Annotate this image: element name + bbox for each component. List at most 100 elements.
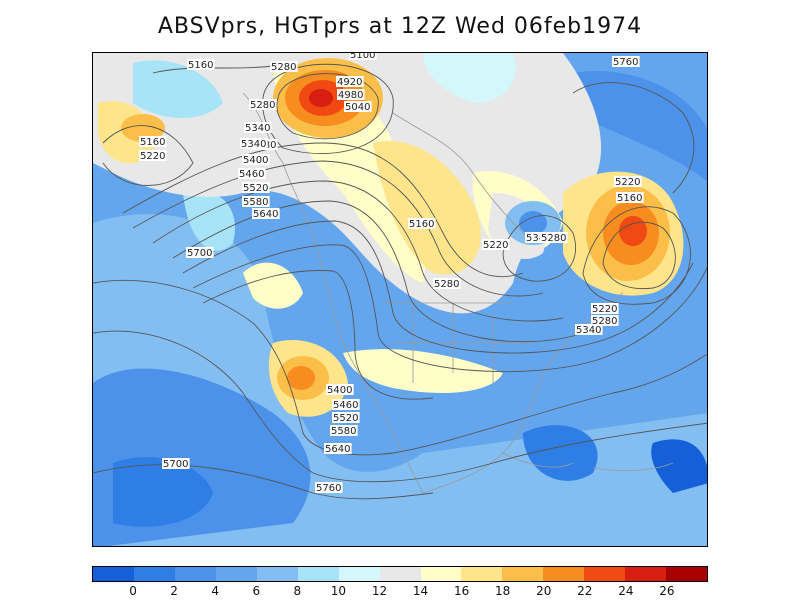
contour-line xyxy=(276,73,379,140)
svg-text:5520: 5520 xyxy=(333,413,358,424)
fill-zone xyxy=(373,141,481,275)
contour-label: 5160 xyxy=(139,136,167,148)
svg-text:5280: 5280 xyxy=(592,316,617,327)
svg-text:5160: 5160 xyxy=(409,219,434,230)
contour-label: 5280 xyxy=(433,278,461,290)
colorbar-tick-label: 10 xyxy=(330,584,347,598)
colorbar-swatch xyxy=(338,567,380,581)
svg-text:4980: 4980 xyxy=(338,90,363,101)
svg-text:5160: 5160 xyxy=(140,137,165,148)
fill-zone xyxy=(519,211,547,235)
svg-text:5460: 5460 xyxy=(333,400,358,411)
colorbar-swatch xyxy=(666,567,708,581)
contour-line xyxy=(93,464,434,500)
contour-line xyxy=(102,125,194,186)
colorbar-swatch xyxy=(174,567,216,581)
contour-label: 5580 xyxy=(242,196,270,208)
contour-label: 5520 xyxy=(242,182,270,194)
svg-text:5460: 5460 xyxy=(239,169,264,180)
contour-label: 5160 xyxy=(616,192,644,204)
coastline xyxy=(502,452,674,472)
svg-text:5340: 5340 xyxy=(241,139,266,150)
colorbar-tick-label: 26 xyxy=(659,584,675,598)
svg-text:5760: 5760 xyxy=(613,57,638,68)
svg-text:5400: 5400 xyxy=(243,155,268,166)
contour-label: 5640 xyxy=(324,443,352,455)
contour-line xyxy=(93,330,707,483)
contour-label-layer: 5160528051005280492049805040534052805340… xyxy=(139,53,644,494)
colorbar-tick-label: 24 xyxy=(618,584,634,598)
contour-line xyxy=(192,244,707,373)
contour-label: 5340 xyxy=(240,138,268,150)
contour-label: 5640 xyxy=(252,208,280,220)
svg-text:5220: 5220 xyxy=(592,304,617,315)
svg-text:5280: 5280 xyxy=(541,233,566,244)
svg-text:5220: 5220 xyxy=(140,151,165,162)
contour-label: 5520 xyxy=(332,412,360,424)
colorbar-swatch xyxy=(215,567,257,581)
contour-label: 5700 xyxy=(186,247,214,259)
svg-text:4920: 4920 xyxy=(337,77,362,88)
fill-zone xyxy=(423,53,516,103)
svg-text:5580: 5580 xyxy=(331,426,356,437)
fill-zone xyxy=(573,71,707,182)
fill-zone xyxy=(287,366,315,390)
contour-label: 5100 xyxy=(349,53,377,61)
contour-label: 4920 xyxy=(336,76,364,88)
svg-text:5220: 5220 xyxy=(483,240,508,251)
contour-line xyxy=(132,160,544,297)
contour-label: 5400 xyxy=(326,384,354,396)
fill-zone xyxy=(243,262,303,309)
contour-line xyxy=(572,82,695,194)
colorbar xyxy=(92,566,708,582)
contour-line xyxy=(152,180,564,322)
contour-label: 5400 xyxy=(242,154,270,166)
map-canvas: 5160528051005280492049805040534052805340… xyxy=(93,53,707,546)
svg-text:5340: 5340 xyxy=(245,123,270,134)
colorbar-swatch xyxy=(420,567,462,581)
map-plot-area: 5160528051005280492049805040534052805340… xyxy=(92,52,708,547)
fill-zone xyxy=(183,190,235,251)
contour-line xyxy=(582,206,691,305)
contour-label: 5700 xyxy=(162,458,190,470)
svg-text:5700: 5700 xyxy=(163,459,188,470)
colorbar-tick-label: 16 xyxy=(453,584,470,598)
contour-line xyxy=(262,63,394,154)
contour-label: 5280 xyxy=(270,61,298,73)
contour-label: 5220 xyxy=(614,176,642,188)
contour-label: 5580 xyxy=(330,425,358,437)
svg-text:5640: 5640 xyxy=(325,444,350,455)
contour-label: 5220 xyxy=(482,239,510,251)
colorbar-swatch xyxy=(93,567,134,581)
svg-text:5340: 5340 xyxy=(576,325,601,336)
svg-text:5520: 5520 xyxy=(243,183,268,194)
svg-text:5040: 5040 xyxy=(345,102,370,113)
colorbar-tick-label: 8 xyxy=(293,584,302,598)
svg-text:5100: 5100 xyxy=(350,53,375,61)
svg-text:5160: 5160 xyxy=(188,60,213,71)
fill-zone xyxy=(343,349,503,393)
colorbar-ticks: 0 2 4 6 8 10 12 14 16 18 20 22 24 26 xyxy=(92,584,708,598)
coastline xyxy=(242,92,424,494)
contour-label: 5160 xyxy=(408,218,436,230)
fill-zone xyxy=(523,425,598,481)
fill-zone xyxy=(121,114,165,142)
contour-label: 5220 xyxy=(591,303,619,315)
contour-label: 5340 xyxy=(244,122,272,134)
colorbar-swatch xyxy=(502,567,544,581)
contour-label: 5280 xyxy=(540,232,568,244)
colorbar-tick-label: 6 xyxy=(252,584,261,598)
coastline xyxy=(392,112,534,244)
colorbar-tick-label: 20 xyxy=(536,584,552,598)
contour-label: 5220 xyxy=(139,150,167,162)
colorbar-tick-label: 0 xyxy=(129,584,137,598)
colorbar-tick-label: 18 xyxy=(495,584,511,598)
contour-line xyxy=(502,215,577,282)
contour-label: 5460 xyxy=(238,168,266,180)
colorbar-swatch xyxy=(379,567,421,581)
fill-zone xyxy=(309,89,333,107)
colorbar-swatch xyxy=(461,567,503,581)
contour-label: 5280 xyxy=(249,99,277,111)
contour-label: 5340 xyxy=(575,324,603,336)
svg-text:5340: 5340 xyxy=(526,233,551,244)
